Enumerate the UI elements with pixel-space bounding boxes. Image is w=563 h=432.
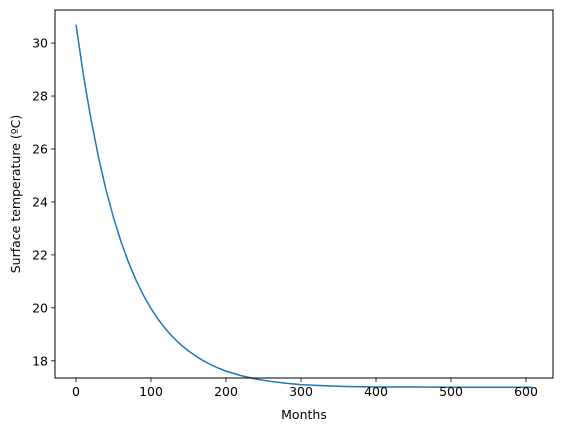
y-tick-label: 18 <box>32 353 48 368</box>
y-tick-label: 26 <box>32 141 48 156</box>
x-tick-label: 100 <box>139 384 163 399</box>
x-tick-label: 500 <box>439 384 463 399</box>
y-tick-label: 20 <box>32 300 48 315</box>
plot-layer <box>75 24 532 389</box>
y-tick-label: 22 <box>32 247 48 262</box>
y-tick-label: 24 <box>32 194 48 209</box>
y-axis: 18 20 22 24 26 28 30 <box>32 36 55 368</box>
x-tick-label: 600 <box>514 384 538 399</box>
x-tick-label: 400 <box>364 384 388 399</box>
y-tick-label: 30 <box>32 36 48 51</box>
series-line-0 <box>75 24 532 389</box>
y-axis-label: Surface temperature (ºC) <box>8 115 23 274</box>
x-axis: 0 100 200 300 400 500 600 <box>72 378 538 399</box>
y-tick-label: 28 <box>32 89 48 104</box>
x-tick-label: 0 <box>72 384 80 399</box>
x-tick-label: 300 <box>289 384 313 399</box>
x-axis-label: Months <box>281 407 327 422</box>
x-tick-label: 200 <box>214 384 238 399</box>
plot-frame <box>54 9 554 379</box>
